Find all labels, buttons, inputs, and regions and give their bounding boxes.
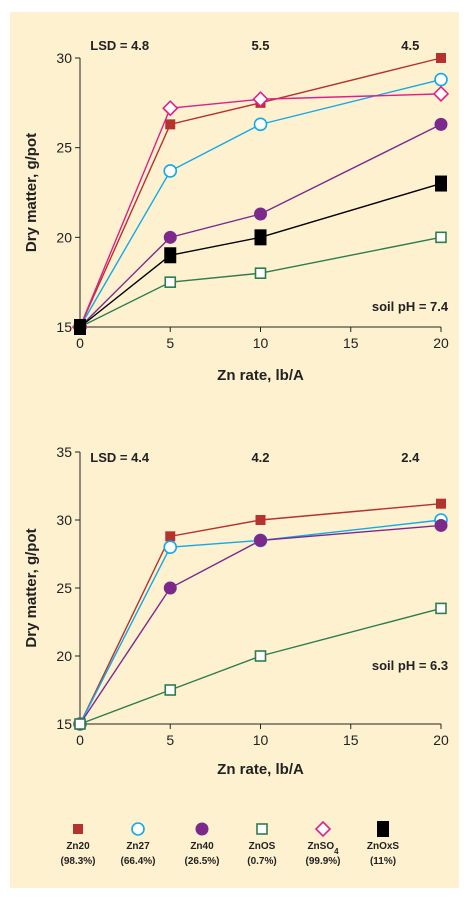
legend-item-zn40: Zn40 (26.5%): [184, 823, 219, 868]
legend-name: Zn20: [66, 841, 90, 852]
x-axis-label: Zn rate, lb/A: [217, 761, 304, 778]
legend-name: Zn27: [126, 841, 150, 852]
point-zn20: [256, 515, 266, 525]
point-zn20: [165, 531, 175, 541]
y-tick-label: 30: [56, 50, 72, 66]
y-axis-label: Dry matter, g/pot: [23, 133, 40, 252]
point-zn40: [435, 118, 448, 131]
point-znos: [256, 268, 266, 278]
legend-percent: (26.5%): [184, 856, 219, 867]
legend-name: Zn40: [190, 841, 214, 852]
lsd-label-3: 4.5: [401, 38, 419, 53]
x-tick-label: 5: [166, 732, 174, 748]
x-tick-label: 0: [76, 732, 84, 748]
point-zn20: [436, 499, 446, 509]
x-tick-label: 5: [166, 335, 174, 351]
legend-marker-zn27: [132, 823, 144, 835]
legend-percent: (98.3%): [60, 856, 95, 867]
lsd-label-2: 5.5: [251, 38, 269, 53]
legend-item-znoxs: ZnOxS (11%): [367, 821, 400, 867]
point-znos: [165, 277, 175, 287]
legend-item-znso4: ZnSO4(99.9%): [305, 822, 340, 867]
x-tick-label: 0: [76, 335, 84, 351]
soil-ph-label: soil pH = 6.3: [372, 658, 448, 673]
lsd-label-3: 2.4: [401, 450, 420, 465]
point-zn20: [165, 119, 175, 129]
point-znso4: [434, 87, 448, 101]
legend-marker-znso4: [316, 822, 330, 836]
point-znos: [436, 603, 446, 613]
legend-marker-znos: [257, 824, 267, 834]
y-tick-label: 15: [56, 716, 72, 732]
y-tick-label: 35: [56, 444, 72, 460]
series-line-zn40: [80, 525, 441, 724]
y-tick-label: 30: [56, 512, 72, 528]
y-tick-label: 25: [56, 580, 72, 596]
x-tick-label: 15: [343, 732, 359, 748]
series-line-zn40: [80, 124, 441, 327]
lsd-label-1: LSD = 4.8: [90, 38, 149, 53]
point-znoxs: [164, 247, 176, 263]
lsd-label-2: 4.2: [251, 450, 269, 465]
chart-2: 15 20 25 30 35 0 5 10 15 20 Zn rate, lb/A Dry matte…: [23, 444, 449, 778]
legend-item-znos: ZnOS (0.7%): [247, 824, 276, 867]
point-znos: [436, 232, 446, 242]
legend-marker-zn40: [196, 823, 209, 836]
point-zn40: [164, 582, 177, 595]
y-tick-label: 20: [56, 229, 72, 245]
y-tick-label: 20: [56, 648, 72, 664]
point-znso4: [163, 101, 177, 115]
legend-percent: (99.9%): [305, 856, 340, 867]
soil-ph-label: soil pH = 7.4: [372, 299, 449, 314]
series-line-zn27: [80, 80, 441, 327]
x-tick-label: 20: [433, 732, 449, 748]
x-tick-label: 15: [343, 335, 359, 351]
point-zn40: [254, 208, 267, 221]
point-zn27: [164, 541, 176, 553]
legend-item-zn27: Zn27 (66.4%): [120, 823, 155, 867]
x-tick-label: 20: [433, 335, 449, 351]
figure-panel: 15 20 25 30 0 5 10 15 20 Zn rate, lb/A Dry matter,…: [10, 12, 459, 888]
legend-name: ZnOxS: [367, 841, 400, 852]
legend-percent: (0.7%): [247, 856, 276, 867]
point-zn27: [255, 118, 267, 130]
legend-marker-zn20: [73, 824, 83, 834]
point-zn40: [435, 519, 448, 532]
legend-marker-znoxs: [377, 821, 389, 837]
point-znos: [165, 685, 175, 695]
legend-percent: (66.4%): [120, 856, 155, 867]
legend-name: ZnOS: [249, 841, 276, 852]
point-znos: [256, 651, 266, 661]
y-tick-label: 15: [56, 319, 72, 335]
point-zn40: [254, 534, 267, 547]
y-axis-label: Dry matter, g/pot: [23, 528, 40, 647]
point-zn27: [435, 74, 447, 86]
legend-item-zn20: Zn20 (98.3%): [60, 824, 95, 867]
point-znoxs: [435, 176, 447, 192]
chart-1: 15 20 25 30 0 5 10 15 20 Zn rate, lb/A Dry matter,…: [23, 38, 449, 384]
x-axis-label: Zn rate, lb/A: [217, 367, 304, 384]
point-znoxs: [74, 319, 86, 335]
point-zn40: [164, 231, 177, 244]
legend-percent: (11%): [370, 856, 396, 867]
lsd-label-1: LSD = 4.4: [90, 450, 150, 465]
legend: Zn20 (98.3%) Zn27 (66.4%) Zn40 (26.5%) ZnOS (0.…: [60, 821, 399, 867]
point-zn20: [436, 53, 446, 63]
legend-name: ZnSO4: [307, 841, 339, 856]
chart-canvas: 15 20 25 30 0 5 10 15 20 Zn rate, lb/A Dry matter,…: [10, 12, 459, 888]
x-tick-label: 10: [253, 335, 269, 351]
point-znoxs: [255, 229, 267, 245]
point-znos: [75, 719, 85, 729]
x-tick-label: 10: [253, 732, 269, 748]
y-tick-label: 25: [56, 140, 72, 156]
point-zn27: [164, 165, 176, 177]
